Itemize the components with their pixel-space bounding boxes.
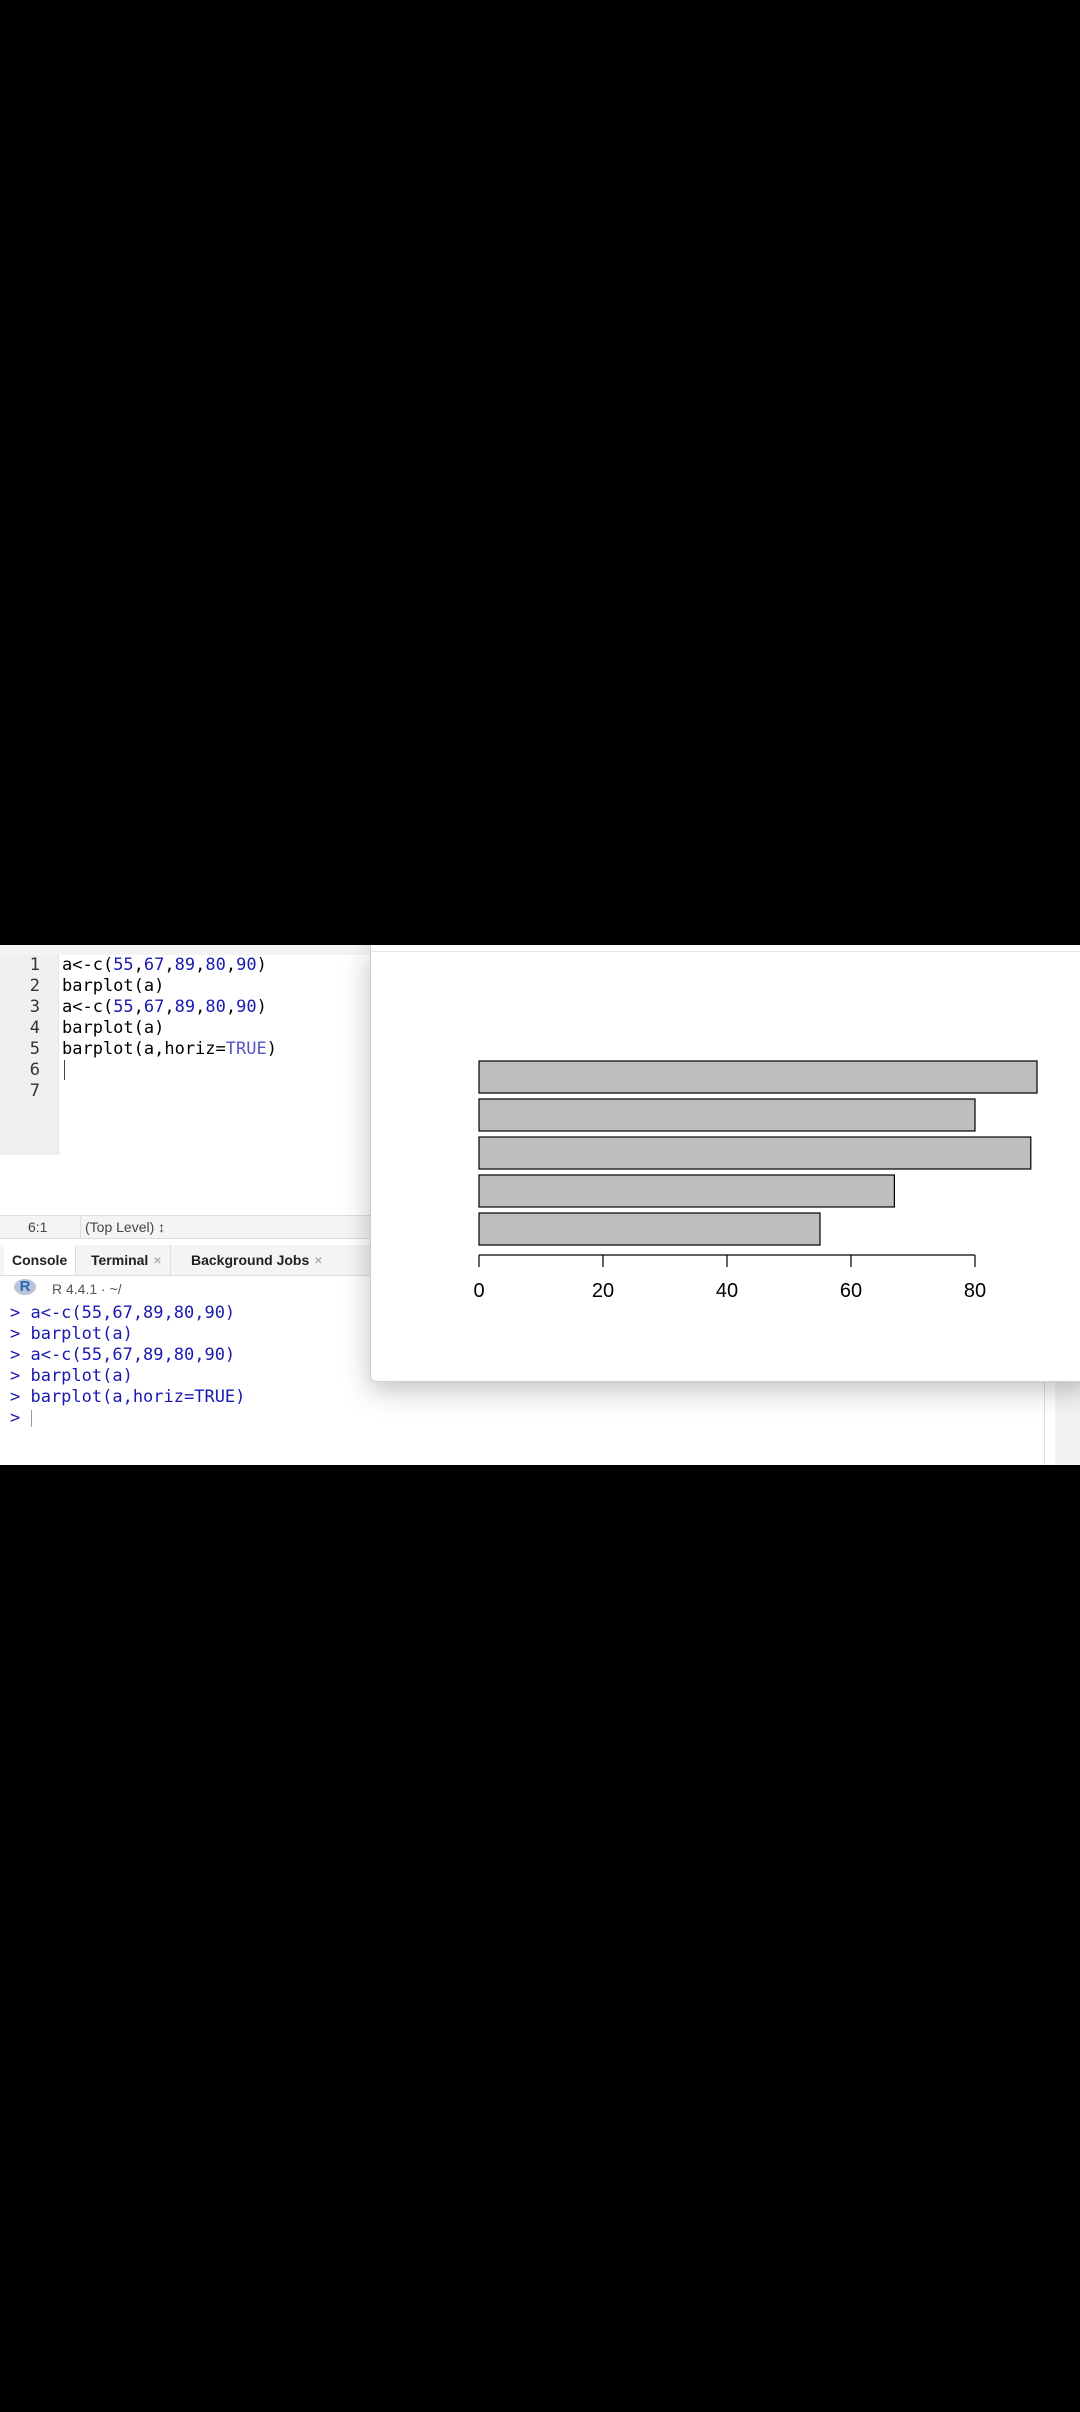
code-text: barplot(a) xyxy=(62,1018,165,1038)
editor-status-bar: 6:1 (Top Level) ↕ xyxy=(0,1215,370,1239)
console-output[interactable]: > a<-c(55,67,89,80,90) > barplot(a) > a<… xyxy=(0,1303,1040,1461)
x-tick-label: 60 xyxy=(840,1280,862,1302)
code-text: barplot(a) xyxy=(62,976,165,996)
console-line: > barplot(a) xyxy=(10,1366,133,1386)
console-line: > barplot(a) xyxy=(10,1324,133,1344)
x-tick-label: 40 xyxy=(716,1280,738,1302)
editor-line[interactable]: 6 xyxy=(0,1060,370,1081)
code-text: a<-c(55,67,89,80,90) xyxy=(62,997,267,1017)
horizontal-bar-chart: 0 20 40 60 80 xyxy=(473,1060,1038,1302)
r-logo-icon: R xyxy=(14,1279,36,1295)
editor-line[interactable]: 7 xyxy=(0,1081,370,1102)
bar xyxy=(478,1212,821,1246)
close-icon[interactable]: × xyxy=(153,1252,162,1268)
tab-label: Terminal xyxy=(91,1252,149,1268)
bar xyxy=(478,1098,976,1132)
console-prompt[interactable]: > xyxy=(10,1408,32,1429)
console-line: > barplot(a,horiz=TRUE) xyxy=(10,1387,246,1407)
editor-line[interactable]: 3 a<-c(55,67,89,80,90) xyxy=(0,997,370,1018)
tab-terminal[interactable]: Terminal × xyxy=(83,1245,171,1275)
rstudio-screen: 1 a<-c(55,67,89,80,90) 2 barplot(a) 3 a<… xyxy=(0,945,1080,1465)
tab-console[interactable]: Console xyxy=(4,1245,77,1275)
tab-label: Console xyxy=(12,1252,68,1268)
editor-line[interactable]: 2 barplot(a) xyxy=(0,976,370,997)
line-number: 3 xyxy=(29,997,40,1017)
code-text: a<-c(55,67,89,80,90) xyxy=(62,955,267,975)
line-number: 6 xyxy=(29,1060,40,1080)
line-number: 7 xyxy=(29,1081,40,1101)
x-tick-label: 0 xyxy=(473,1280,484,1302)
x-tick-label: 20 xyxy=(592,1280,614,1302)
line-number: 4 xyxy=(29,1018,40,1038)
line-number-gutter xyxy=(0,955,59,1155)
console-header: R R 4.4.1 · ~/ xyxy=(0,1277,370,1299)
cursor-position: 6:1 xyxy=(28,1219,48,1235)
editor-line[interactable]: 5 barplot(a,horiz=TRUE) xyxy=(0,1039,370,1060)
scope-selector[interactable]: (Top Level) ↕ xyxy=(80,1216,165,1238)
console-line: > a<-c(55,67,89,80,90) xyxy=(10,1303,236,1323)
line-number: 5 xyxy=(29,1039,40,1059)
console-line: > a<-c(55,67,89,80,90) xyxy=(10,1345,236,1365)
tab-label: Background Jobs xyxy=(191,1252,310,1268)
plot-window[interactable]: 0 20 40 60 80 xyxy=(370,945,1080,1382)
tab-background-jobs[interactable]: Background Jobs × xyxy=(183,1245,330,1275)
x-tick-label: 80 xyxy=(964,1280,986,1302)
code-text: barplot(a,horiz=TRUE) xyxy=(62,1039,277,1059)
editor-line[interactable]: 4 barplot(a) xyxy=(0,1018,370,1039)
text-cursor xyxy=(64,1060,65,1080)
line-number: 1 xyxy=(29,955,40,975)
close-icon[interactable]: × xyxy=(314,1252,323,1268)
line-number: 2 xyxy=(29,976,40,996)
editor-line[interactable]: 1 a<-c(55,67,89,80,90) xyxy=(0,955,370,976)
console-tab-bar: Console Terminal × Background Jobs × xyxy=(0,1245,370,1276)
bar xyxy=(478,1174,895,1208)
bar xyxy=(478,1060,1038,1094)
bar xyxy=(478,1136,1032,1170)
source-editor[interactable]: 1 a<-c(55,67,89,80,90) 2 barplot(a) 3 a<… xyxy=(0,955,370,1155)
r-version: R 4.4.1 · ~/ xyxy=(52,1281,122,1297)
plot-window-border xyxy=(371,951,1080,952)
